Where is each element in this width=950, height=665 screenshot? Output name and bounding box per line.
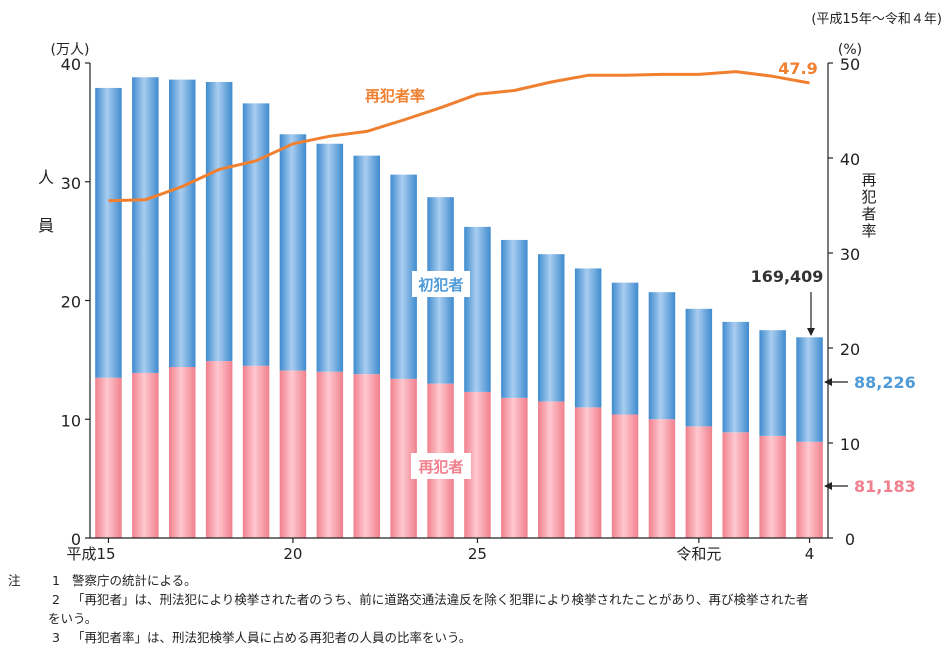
footnote-number: 3 <box>52 630 60 645</box>
bar-repeat-offender <box>95 377 122 538</box>
bar-first-offender <box>132 77 159 373</box>
bar-repeat-offender <box>796 441 823 538</box>
right-axis-title-char: 犯 <box>861 188 876 206</box>
left-tick-label: 0 <box>71 530 81 549</box>
footnote-mark: 注 <box>8 573 21 588</box>
footnote-text: 警察庁の統計による。 <box>72 573 197 588</box>
left-axis-unit: (万人) <box>51 42 90 58</box>
bar-repeat-offender <box>574 407 602 538</box>
right-tick-label: 0 <box>845 530 855 549</box>
bar-first-offender <box>169 79 196 367</box>
bar-first-offender <box>796 337 823 442</box>
bar-repeat-offender <box>132 372 159 538</box>
footnote-2-continuation: をいう。 <box>48 611 98 626</box>
bar-first-offender <box>95 87 122 378</box>
first-offender-last-annotation: 88,226 <box>854 373 916 392</box>
right-axis-title: 再犯者率 <box>861 171 876 240</box>
series-label-first-offender: 初犯者 <box>412 271 470 297</box>
footnote-text: 「再犯者」は、刑法犯により検挙された者のうち、前に道路交通法違反を除く犯罪により… <box>72 592 809 607</box>
left-axis-title: 人員 <box>38 168 54 235</box>
x-tick-label: 25 <box>468 545 487 563</box>
left-tick-label: 20 <box>61 293 81 312</box>
right-axis-unit: (%) <box>838 42 862 58</box>
bar-first-offender <box>538 254 565 402</box>
repeat-offender-last-annotation: 81,183 <box>854 477 916 496</box>
x-tick-label: 20 <box>283 545 302 563</box>
bar-first-offender <box>722 321 749 433</box>
left-axis-ticks: 0 10 20 30 40 <box>61 55 90 549</box>
bar-repeat-offender <box>169 367 196 538</box>
bar-repeat-offender <box>722 432 749 538</box>
right-tick-label: 20 <box>840 340 860 359</box>
footnote-2: 2 「再犯者」は、刑法犯により検挙された者のうち、前に道路交通法違反を除く犯罪に… <box>8 590 946 609</box>
right-axis-title-char: 者 <box>861 205 876 223</box>
total-last-annotation: 169,409 <box>751 267 824 286</box>
right-tick-label: 40 <box>840 150 860 169</box>
bar-repeat-offender <box>538 401 565 538</box>
rate-line-label: 再犯者率 <box>365 87 425 105</box>
x-tick-label: 令和元 <box>676 545 721 563</box>
left-axis-title-char: 員 <box>38 216 54 235</box>
rate-last-label: 47.9 <box>778 59 817 78</box>
rate-line <box>108 70 810 203</box>
bar-first-offender <box>648 292 676 420</box>
footnote-3: 3 「再犯者率」は、刑法犯検挙人員に占める再犯者の人員の比率をいう。 <box>8 628 946 647</box>
footnotes: 注 1 警察庁の統計による。 2 「再犯者」は、刑法犯により検挙された者のうち、… <box>8 571 946 647</box>
bar-group <box>95 77 823 538</box>
bar-repeat-offender <box>205 361 233 538</box>
footnote-1: 注 1 警察庁の統計による。 <box>8 571 946 590</box>
bar-first-offender <box>205 82 233 362</box>
bar-repeat-offender <box>648 419 676 538</box>
bar-first-offender <box>611 282 639 415</box>
recidivism-chart: (平成15年〜令和４年) (万人) (%) 人員 再犯者率 010203040 … <box>38 12 942 563</box>
bar-first-offender <box>501 239 528 398</box>
bar-repeat-offender <box>242 365 270 538</box>
left-tick-label: 10 <box>61 411 81 430</box>
right-tick-label: 50 <box>840 55 860 74</box>
bar-repeat-offender <box>685 426 713 538</box>
bar-first-offender <box>279 134 307 371</box>
right-tick-label: 10 <box>840 435 860 454</box>
left-axis-title-char: 人 <box>38 168 54 187</box>
series-label-repeat-offender: 再犯者 <box>411 453 471 479</box>
bar-repeat-offender <box>759 435 786 538</box>
footnote-text: 「再犯者率」は、刑法犯検挙人員に占める再犯者の人員の比率をいう。 <box>72 630 472 645</box>
right-axis-ticks: 0 10 20 30 40 50 <box>828 55 860 549</box>
bar-first-offender <box>685 308 713 427</box>
right-axis-title-char: 再 <box>861 171 876 189</box>
bar-repeat-offender <box>501 397 528 538</box>
bar-first-offender <box>316 143 344 372</box>
left-tick-label: 40 <box>61 55 81 74</box>
series-label-repeat-offender-text: 再犯者 <box>418 458 463 476</box>
footnote-number: 2 <box>52 592 60 607</box>
bar-repeat-offender <box>316 371 344 538</box>
right-axis-title-char: 率 <box>861 222 876 240</box>
x-axis-ticks: 平成15 20 25 令和元 4 <box>66 538 814 563</box>
left-tick-label: 30 <box>61 174 81 193</box>
footnote-number: 1 <box>52 573 60 588</box>
bar-repeat-offender <box>279 370 307 538</box>
period-note: (平成15年〜令和４年) <box>811 12 942 27</box>
bar-repeat-offender <box>611 414 639 538</box>
bar-first-offender <box>242 103 270 366</box>
bar-first-offender <box>464 226 491 392</box>
bar-first-offender <box>353 155 380 375</box>
series-label-first-offender-text: 初犯者 <box>418 276 463 294</box>
bar-first-offender <box>574 268 602 408</box>
x-tick-label: 4 <box>805 545 815 563</box>
bar-first-offender <box>759 330 786 436</box>
x-tick-label: 平成15 <box>66 545 115 563</box>
right-tick-label: 30 <box>840 245 860 264</box>
bar-repeat-offender <box>353 374 380 538</box>
